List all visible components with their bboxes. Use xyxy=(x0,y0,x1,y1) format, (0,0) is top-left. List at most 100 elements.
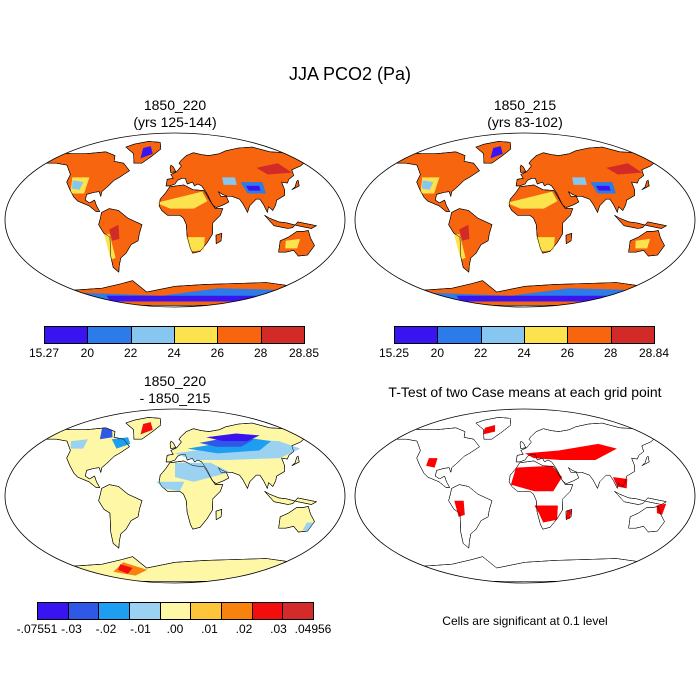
panel-4-title: T-Test of two Case means at each grid po… xyxy=(388,384,662,400)
map-land-group xyxy=(392,417,668,582)
field-region xyxy=(572,177,587,185)
field-region xyxy=(285,238,301,249)
coastline xyxy=(614,491,668,505)
coastline xyxy=(565,508,573,521)
colorbar-tick-label: 15.25 xyxy=(378,346,410,360)
colorbar-tick-label: -.01 xyxy=(130,622,151,636)
map-panel-3 xyxy=(4,408,346,584)
coastline xyxy=(475,141,512,164)
field-region xyxy=(72,180,84,190)
field-region xyxy=(635,238,651,249)
colorbar-tick-label: 26 xyxy=(560,346,575,360)
panel-3-title: 1850_220 - 1850_215 xyxy=(139,373,211,406)
coastline xyxy=(264,491,318,505)
colorbar-box xyxy=(567,326,612,344)
map-border xyxy=(4,132,346,308)
colorbar-tick-label: 20 xyxy=(80,346,95,360)
colorbar-box xyxy=(251,602,284,620)
field-region xyxy=(426,458,438,468)
coastline xyxy=(44,427,130,488)
colorbar-tick-label: -.03 xyxy=(61,622,82,636)
colorbar-box xyxy=(524,326,569,344)
coastline xyxy=(519,164,527,173)
field-region xyxy=(510,465,563,492)
coastline xyxy=(394,151,480,212)
field-region xyxy=(111,437,131,449)
field-region xyxy=(525,443,617,460)
field-region xyxy=(566,510,572,519)
coastline xyxy=(278,230,315,257)
coastline xyxy=(515,146,665,214)
coastline xyxy=(614,215,668,229)
coastline xyxy=(448,208,493,273)
field-region xyxy=(454,234,466,260)
field-region xyxy=(156,481,185,492)
coastline xyxy=(158,460,224,530)
field-region xyxy=(302,522,315,532)
colorbar-tick-label: 28 xyxy=(603,346,618,360)
field-region xyxy=(536,237,555,252)
colorbar-panel-2: 15.25 20 22 24 26 28 28.84 xyxy=(379,326,669,360)
coastline xyxy=(508,460,574,530)
colorbar-box xyxy=(190,602,222,620)
field-region xyxy=(99,427,113,440)
figure-title: JJA PCO2 (Pa) xyxy=(288,64,412,84)
field-region xyxy=(140,146,153,159)
field-region xyxy=(206,433,260,442)
field-region xyxy=(422,180,434,190)
coastline xyxy=(165,146,315,214)
coastline xyxy=(475,417,512,440)
colorbar-tick-label: .03 xyxy=(270,622,287,636)
colorbar-tick-label: .00 xyxy=(166,622,184,636)
field-region xyxy=(506,191,558,209)
colorbar-box xyxy=(437,326,482,344)
significance-note: Cells are significant at 0.1 level xyxy=(442,614,608,628)
coastline xyxy=(565,232,573,245)
coastline xyxy=(169,164,177,173)
field-region xyxy=(482,425,496,435)
map-panel-2 xyxy=(354,132,696,308)
colorbar-box xyxy=(217,326,262,344)
colorbar-tick-label: -.07551 xyxy=(16,622,58,636)
field-region xyxy=(490,146,503,159)
colorbar-box xyxy=(44,326,89,344)
colorbar-tick-label: .04956 xyxy=(294,622,332,636)
coastline xyxy=(448,484,493,549)
coastline xyxy=(44,151,130,212)
coastline xyxy=(278,506,315,533)
colorbar-tick-label: 28 xyxy=(253,346,268,360)
colorbar-tick-label: 28.84 xyxy=(638,346,670,360)
coastline xyxy=(158,184,224,254)
panel-2-title: 1850_215 (yrs 83-102) xyxy=(487,97,563,130)
map-border xyxy=(354,132,696,308)
field-region xyxy=(656,503,667,515)
field-region xyxy=(256,163,292,175)
colorbar-box xyxy=(260,326,305,344)
colorbar-panel-1: 15.27 20 22 24 26 28 28.85 xyxy=(29,326,319,360)
coastline xyxy=(641,179,650,190)
colorbar-tick-label: -.02 xyxy=(95,622,117,636)
colorbar-tick-label: 24 xyxy=(517,346,531,360)
coastline xyxy=(169,440,177,449)
map-land-group xyxy=(41,141,318,306)
coastline xyxy=(264,215,318,229)
map-panel-1 xyxy=(4,132,346,308)
colorbar-box xyxy=(394,326,439,344)
colorbar-tick-label: 15.27 xyxy=(28,346,60,360)
colorbar-box xyxy=(130,326,175,344)
colorbar-box xyxy=(221,602,253,620)
colorbar-tick-label: 22 xyxy=(123,346,138,360)
field-region xyxy=(106,295,258,302)
field-region xyxy=(104,234,116,260)
coastline xyxy=(165,422,315,490)
colorbar-box xyxy=(129,602,161,620)
map-land-group xyxy=(41,417,318,582)
colorbar-box xyxy=(98,602,130,620)
coastline xyxy=(394,427,480,488)
field-region xyxy=(613,477,628,489)
field-region xyxy=(156,191,208,209)
coastline xyxy=(98,208,143,273)
coastline xyxy=(519,440,527,449)
coastline xyxy=(215,232,223,245)
colorbar-box xyxy=(282,602,314,620)
